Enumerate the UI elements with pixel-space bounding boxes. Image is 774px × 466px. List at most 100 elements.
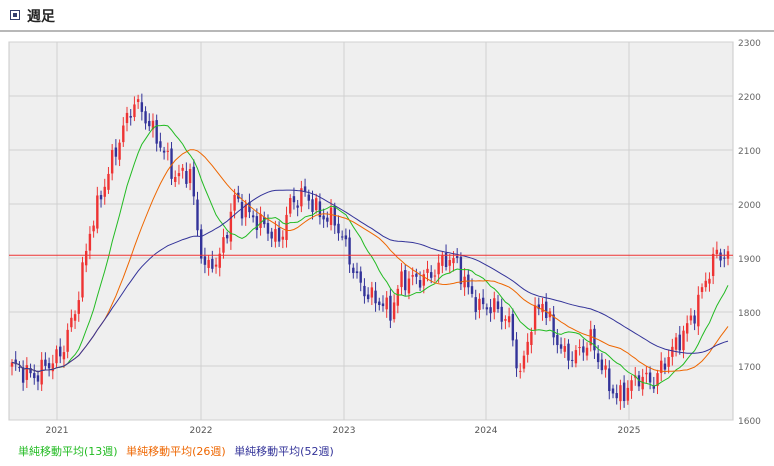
candle-body [430,272,433,278]
candle-body [715,249,719,254]
candle-body [723,257,726,259]
candle-body [455,256,459,258]
page-title: 週足 [27,9,55,25]
candle-body [582,346,585,353]
candle-body [25,365,29,380]
candle-body [55,349,58,364]
candle-body [136,99,140,102]
candle-body [88,233,92,251]
candle-body [344,235,348,240]
candle-body [33,373,36,379]
candle-body [311,199,314,212]
candle-body [667,357,670,367]
candle-body [188,169,192,184]
candle-body [444,252,448,268]
candle-body [181,167,184,171]
candle-body [689,315,693,321]
candle-body [192,166,195,197]
candle-body [711,253,715,276]
candle-body [570,359,574,361]
moving-average-line [11,189,729,373]
candle-body [630,380,633,391]
y-tick-label: 1800 [738,309,761,319]
candle-body [519,370,522,372]
candle-body [719,252,722,261]
candle-body [600,359,604,371]
candle-body [645,372,648,375]
candle-body [559,344,563,349]
candle-body [685,323,689,334]
candle-body [289,198,292,214]
candle-body [671,346,674,357]
candle-body [400,271,403,288]
candle-body [240,201,244,219]
candle-body [422,274,425,286]
legend-ma52: 単純移動平均(52週) [234,445,334,458]
candle-body [62,352,66,360]
candle-body [441,254,444,266]
candle-body [507,316,511,323]
candle-body [170,148,173,179]
candle-body [118,142,121,160]
candle-body [177,173,181,177]
candle-body [392,302,396,320]
candle-body [493,298,496,313]
candle-body [140,102,144,112]
candle-body [404,270,407,291]
candle-body [563,346,566,352]
candle-body [326,217,329,222]
candle-body [537,304,540,310]
candle-body [166,150,170,152]
candle-body [151,120,155,130]
y-tick-label: 1600 [738,417,761,427]
y-tick-label: 1900 [738,255,761,265]
candle-body [478,298,481,310]
candle-body [18,367,21,369]
candle-body [207,259,210,268]
candle-body [200,229,203,259]
candle-body [59,346,62,357]
moving-average-line [11,124,729,387]
candle-body [29,368,32,374]
candle-body [103,186,106,197]
candle-body [162,150,166,153]
candle-body [96,195,99,229]
candle-body [522,355,526,369]
candle-body [411,275,414,277]
candle-body [296,205,299,208]
candle-body [259,213,262,228]
candle-body [593,328,596,351]
candle-body [415,273,418,277]
candle-body [585,347,589,356]
candle-body [303,186,307,192]
candle-body [437,262,440,275]
chart-legend: 単純移動平均(13週) 単純移動平均(26週) 単純移動平均(52週) [18,443,339,459]
candle-body [251,215,255,218]
candle-body [381,303,385,307]
candle-body [452,258,455,264]
candle-body [211,258,214,269]
candle-body [545,301,548,319]
candle-body [578,347,581,349]
x-tick-label: 2021 [46,426,69,436]
legend-ma26: 単純移動平均(26週) [126,445,226,458]
candle-body [285,214,288,240]
candle-body [155,120,158,144]
y-tick-label: 2200 [738,93,761,103]
candle-body [366,294,370,300]
candle-body [315,198,318,211]
candle-body [255,216,259,230]
x-tick-label: 2025 [618,426,641,436]
candle-body [693,315,696,324]
candle-body [300,188,303,207]
candle-body [144,111,147,124]
candle-body [500,306,503,322]
candle-body [340,236,344,238]
candle-body [51,363,55,372]
candle-body [185,170,188,184]
candle-body [530,332,533,345]
candle-body [133,104,136,118]
candle-body [463,276,466,288]
candle-body [307,194,310,201]
candle-body [678,334,681,351]
